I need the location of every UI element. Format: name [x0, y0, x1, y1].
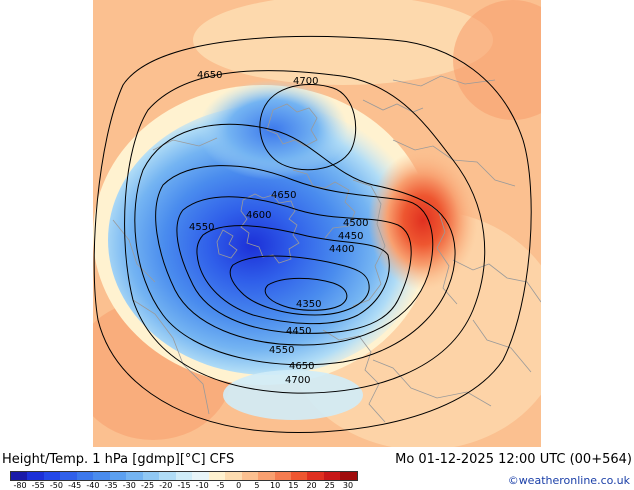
map-canvas: 4650 4700 4650 4600 4550 4500 4450 4400 … [93, 0, 541, 447]
color-legend-swatch [109, 472, 127, 480]
color-legend-labels: -80 -55 -50 -45 -40 -35 -30 -25 -20 -15 -10 -5 0 5 10 1… [10, 482, 358, 490]
credit-link[interactable]: ©weatheronline.co.uk [507, 474, 630, 487]
contour-label: 4650 [289, 361, 314, 372]
color-legend-swatch [241, 472, 259, 480]
contour-label: 4600 [246, 210, 271, 221]
warm-band [193, 0, 493, 85]
color-legend-swatch [340, 472, 357, 480]
color-legend-tick: -10 [195, 481, 209, 490]
color-legend-tick: 20 [306, 481, 317, 490]
contour-label: 4650 [197, 70, 222, 81]
color-legend-swatch [208, 472, 226, 480]
contour-label: 4700 [285, 375, 310, 386]
color-legend-swatch [11, 472, 28, 480]
color-legend-tick: -50 [49, 481, 63, 490]
contour-label: 4550 [269, 345, 294, 356]
color-legend-tick: 5 [254, 481, 260, 490]
color-legend-tick: -80 [13, 481, 27, 490]
color-legend-swatch [307, 472, 324, 480]
color-legend [10, 471, 358, 481]
warm-band-northeast [453, 0, 541, 120]
color-legend-tick: -25 [141, 481, 155, 490]
color-legend-tick: 30 [342, 481, 354, 490]
color-legend-tick: -55 [31, 481, 45, 490]
color-legend-tick: 25 [324, 481, 335, 490]
color-legend-swatch [290, 472, 308, 480]
color-legend-tick: -15 [177, 481, 191, 490]
color-legend-tick: -35 [104, 481, 118, 490]
valid-time: Mo 01-12-2025 12:00 UTC (00+564) [395, 452, 632, 467]
color-legend-swatch [60, 472, 77, 480]
contour-label: 4500 [343, 218, 368, 229]
contour-label: 4650 [271, 190, 296, 201]
contour-label: 4550 [189, 222, 214, 233]
color-legend-swatch [93, 472, 110, 480]
color-legend-swatch [175, 472, 193, 480]
weather-map: 4650 4700 4650 4600 4550 4500 4450 4400 … [93, 0, 541, 447]
color-legend-tick: -45 [68, 481, 82, 490]
color-legend-tick: 10 [270, 481, 281, 490]
color-legend-tick: -40 [86, 481, 100, 490]
color-legend-tick: -30 [122, 481, 136, 490]
color-legend-swatch [159, 472, 176, 480]
contour-label: 4700 [293, 76, 318, 87]
color-legend-swatch [76, 472, 94, 480]
map-title: Height/Temp. 1 hPa [gdmp][°C] CFS [2, 452, 235, 467]
color-legend-swatch [323, 472, 341, 480]
contour-labels: 4650 4700 4650 4600 4550 4500 4450 4400 … [189, 70, 368, 386]
color-legend-swatch [258, 472, 275, 480]
color-legend-tick: 0 [236, 481, 242, 490]
color-legend-swatch [43, 472, 61, 480]
color-legend-swatch [274, 472, 291, 480]
warm-anomaly-shading [368, 150, 478, 290]
color-legend-swatch [192, 472, 209, 480]
contour-label: 4350 [296, 299, 321, 310]
contour-label: 4450 [338, 231, 363, 242]
color-legend-tick: -20 [159, 481, 173, 490]
contour-label: 4450 [286, 326, 311, 337]
color-legend-swatch [27, 472, 44, 480]
cool-tongue-south [223, 370, 363, 420]
color-legend-tick: -5 [216, 481, 225, 490]
color-legend-tick: 15 [288, 481, 299, 490]
contour-label: 4400 [329, 244, 354, 255]
color-legend-swatch [126, 472, 143, 480]
height-contours [93, 35, 532, 433]
color-legend-swatch [142, 472, 160, 480]
color-legend-swatch [225, 472, 242, 480]
